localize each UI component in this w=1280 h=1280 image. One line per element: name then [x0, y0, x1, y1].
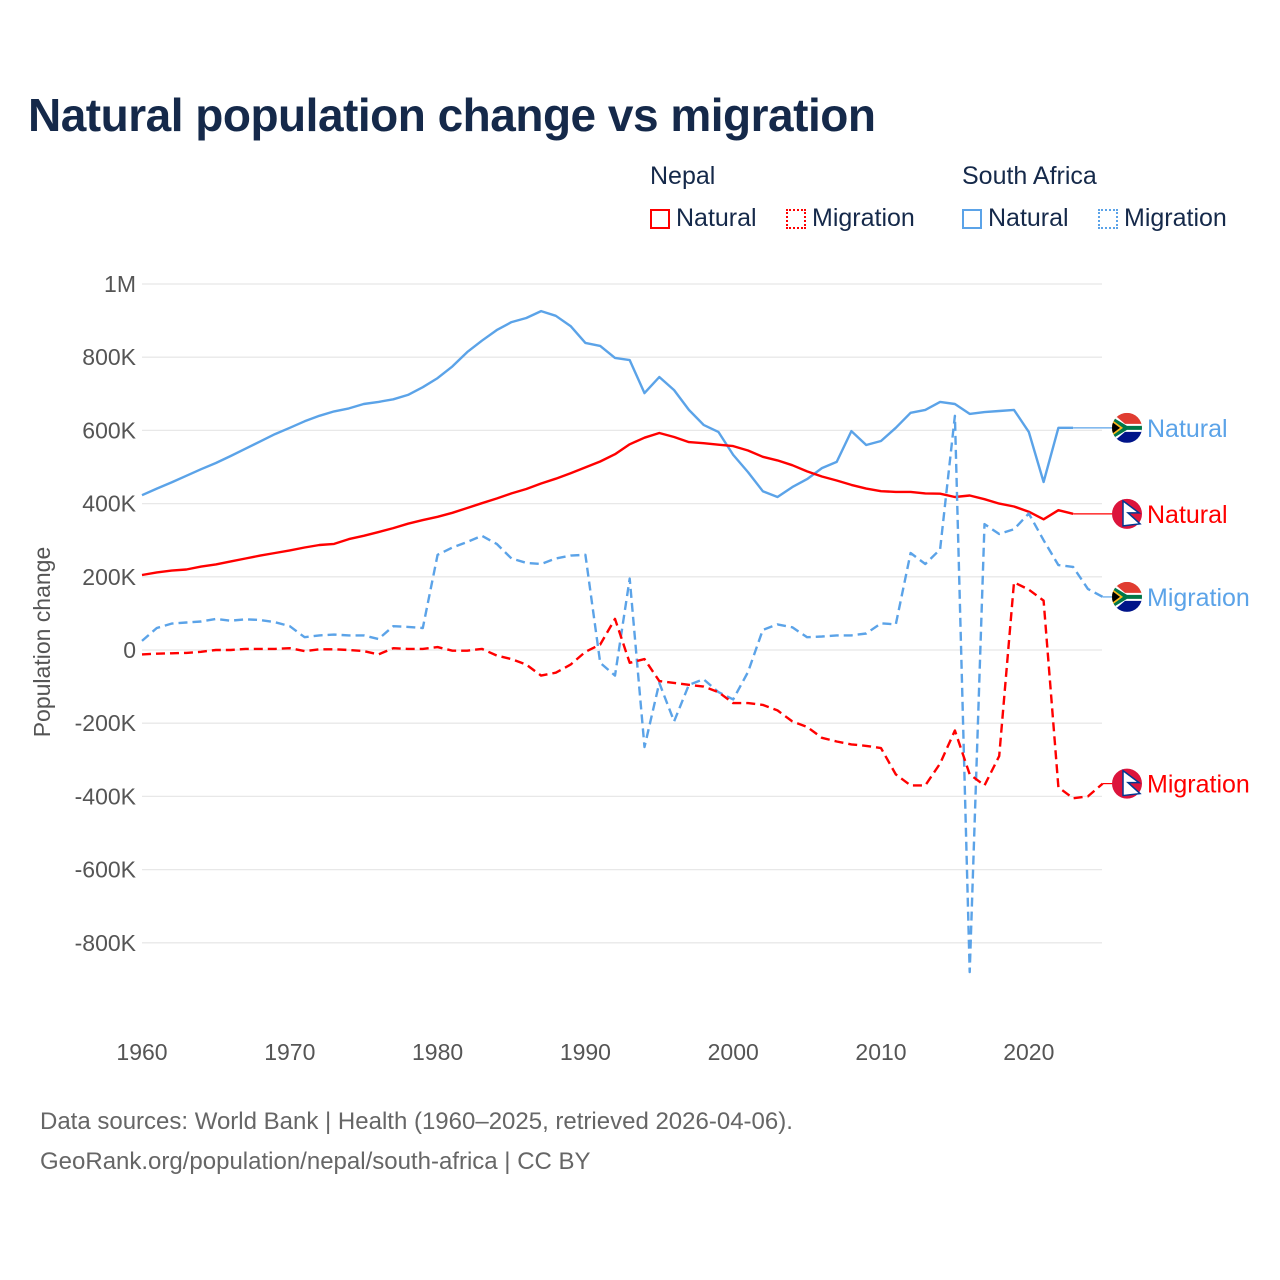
- solid-swatch-icon: [962, 208, 982, 229]
- x-tick-label: 1980: [412, 1039, 463, 1065]
- y-tick-label: 600K: [82, 417, 136, 443]
- legend-label: Migration: [1124, 204, 1227, 232]
- y-axis-label: Population change: [29, 547, 55, 738]
- legend-group-nepal: Nepal: [650, 162, 716, 190]
- south-africa-migration-end-label: Migration: [1147, 584, 1250, 612]
- x-tick-label: 2000: [708, 1039, 759, 1065]
- south-africa-natural-end-label: Natural: [1147, 415, 1228, 443]
- legend-group-south-africa: South Africa: [962, 162, 1097, 190]
- legend-south-africa-migration[interactable]: Migration: [1098, 204, 1227, 233]
- nepal-natural-end-label: Natural: [1147, 501, 1228, 529]
- legend-label: Natural: [988, 204, 1069, 232]
- nepal-flag-icon: [1112, 498, 1142, 529]
- south-africa-flag-icon: [1112, 581, 1142, 612]
- source-line-2[interactable]: GeoRank.org/population/nepal/south-afric…: [40, 1148, 591, 1175]
- solid-swatch-icon: [650, 208, 670, 229]
- x-tick-label: 2020: [1003, 1039, 1054, 1065]
- y-tick-label: 800K: [82, 344, 136, 370]
- legend-label: Migration: [812, 204, 915, 232]
- legend-nepal-migration[interactable]: Migration: [786, 204, 915, 233]
- south-africa-flag-icon: [1112, 412, 1142, 443]
- nepal-migration-end-label: Migration: [1147, 771, 1250, 799]
- chart-title: Natural population change vs migration: [28, 89, 876, 141]
- source-line-1: Data sources: World Bank | Health (1960–…: [40, 1108, 793, 1135]
- y-tick-label: -400K: [75, 783, 137, 809]
- nepal-natural-line: [141, 431, 1074, 577]
- y-tick-label: -600K: [75, 857, 137, 883]
- y-tick-label: -200K: [75, 710, 137, 736]
- nepal-flag-icon: [1112, 768, 1142, 799]
- x-tick-label: 1970: [264, 1039, 315, 1065]
- legend-nepal-natural[interactable]: Natural: [650, 204, 757, 233]
- legend-label: Natural: [676, 204, 757, 232]
- south-africa-migration-line: [141, 414, 1104, 974]
- x-tick-label: 1990: [560, 1039, 611, 1065]
- dotted-swatch-icon: [1098, 208, 1118, 229]
- legend-south-africa-natural[interactable]: Natural: [962, 204, 1069, 233]
- y-tick-label: 1M: [104, 271, 136, 297]
- y-tick-label: 400K: [82, 491, 136, 517]
- y-tick-label: -800K: [75, 930, 137, 956]
- x-tick-label: 1960: [116, 1039, 167, 1065]
- south-africa-natural-line: [141, 309, 1074, 499]
- x-tick-label: 2010: [855, 1039, 906, 1065]
- y-tick-label: 0: [123, 637, 136, 663]
- nepal-migration-line: [141, 581, 1104, 800]
- dotted-swatch-icon: [786, 208, 806, 229]
- y-tick-label: 200K: [82, 564, 136, 590]
